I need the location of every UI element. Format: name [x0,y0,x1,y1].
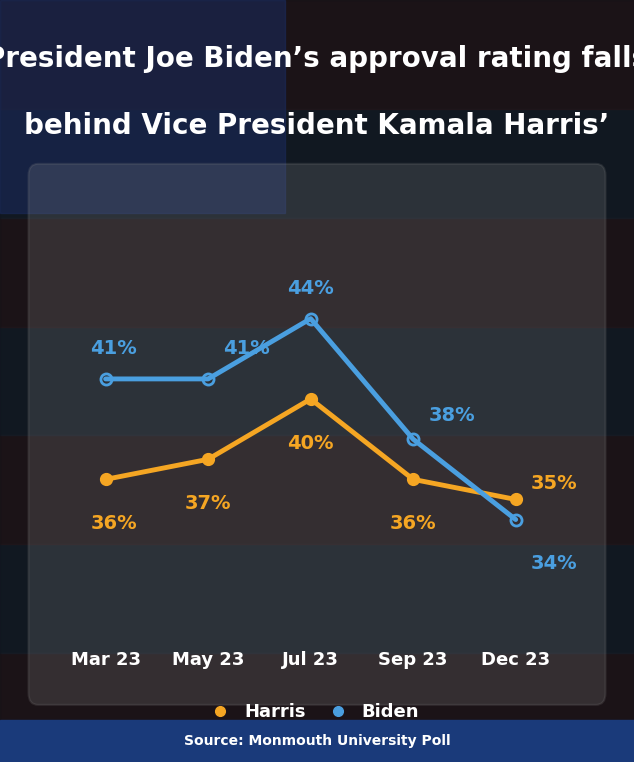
Text: 41%: 41% [224,339,270,358]
Bar [0,327,634,435]
Text: President Joe Biden’s approval rating falls: President Joe Biden’s approval rating fa… [0,45,634,72]
Bar [0,653,634,762]
Text: 44%: 44% [287,279,334,298]
Bar [0,720,634,762]
Text: 36%: 36% [90,514,137,533]
Bar [0,0,634,109]
Text: 41%: 41% [90,339,137,358]
Legend: Harris, Biden: Harris, Biden [195,696,426,728]
Bar [0,0,285,213]
Bar [0,109,634,218]
Text: behind Vice President Kamala Harris’: behind Vice President Kamala Harris’ [24,112,610,139]
Bar [0,544,634,653]
Text: 35%: 35% [531,474,578,493]
Bar [0,218,634,327]
Text: Source: Monmouth University Poll: Source: Monmouth University Poll [184,734,450,748]
Bar [0,435,634,544]
Text: 37%: 37% [185,494,231,513]
Text: 40%: 40% [287,434,334,453]
Text: 38%: 38% [429,405,475,424]
Text: 34%: 34% [531,554,578,573]
Text: 36%: 36% [390,514,436,533]
